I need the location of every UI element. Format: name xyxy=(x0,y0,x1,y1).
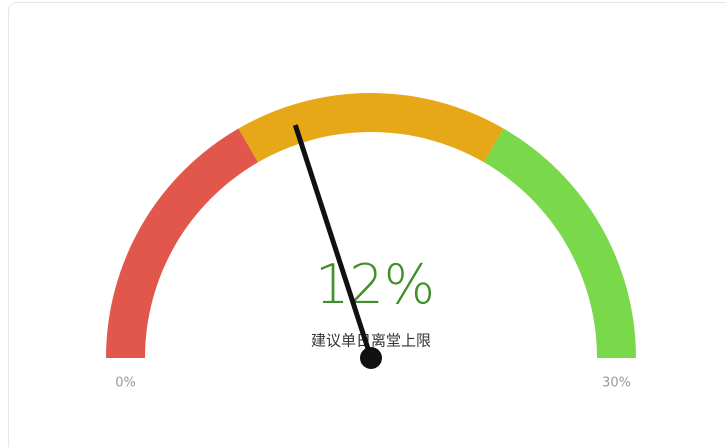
gauge-band xyxy=(106,128,258,358)
tick-label: 0% xyxy=(115,376,136,391)
value-label: 12% xyxy=(315,253,435,316)
gauge-band xyxy=(484,128,636,358)
gauge-band xyxy=(238,92,504,163)
subtitle: 建议单日离堂上限 xyxy=(311,332,431,350)
card xyxy=(8,2,726,447)
needle xyxy=(292,124,374,359)
tick-label: 30% xyxy=(602,376,631,391)
needle-hub xyxy=(360,347,382,369)
